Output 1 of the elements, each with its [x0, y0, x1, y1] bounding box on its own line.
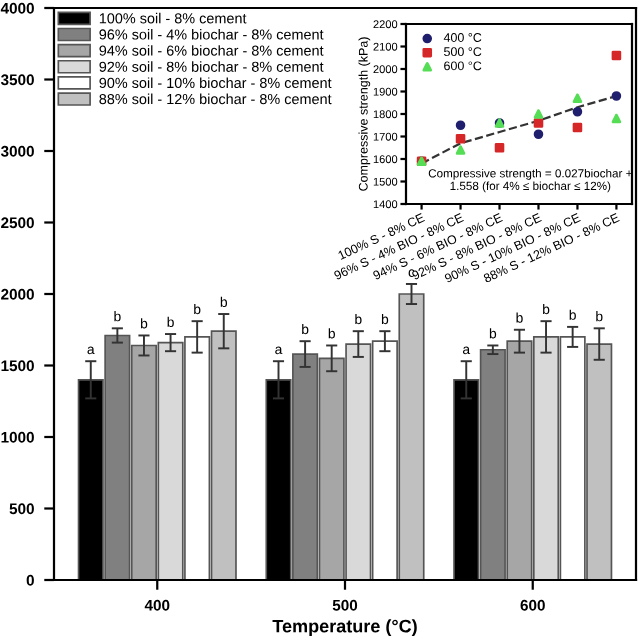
x-axis-title: Temperature (°C)	[272, 619, 417, 637]
